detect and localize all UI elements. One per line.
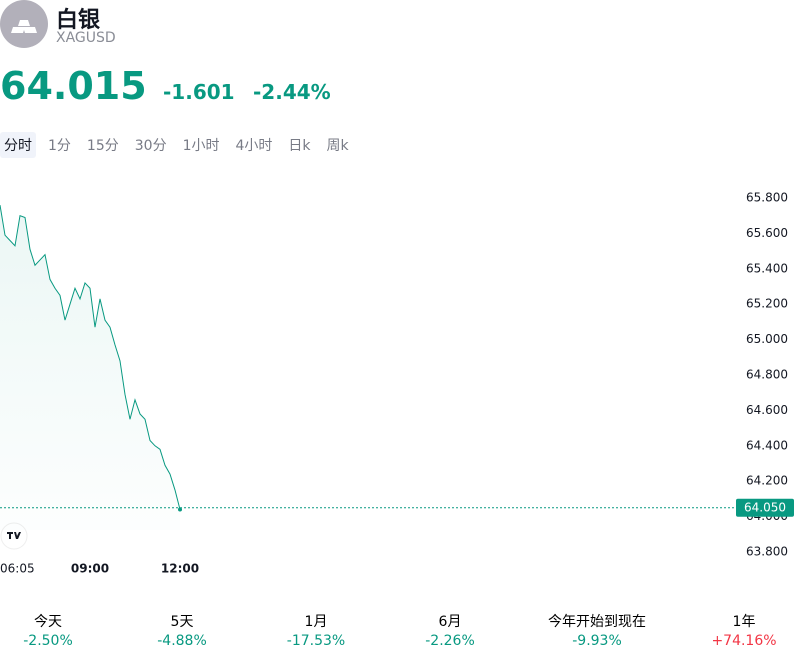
y-tick-label: 64.200 [746,474,788,488]
period-change: -2.26% [425,633,475,649]
timeframe-tabs: 分时 1分 15分 30分 1小时 4小时 日k 周k [0,132,361,158]
period-label: 1月 [304,614,328,630]
y-tick-label: 65.200 [746,297,788,311]
period-change: +74.16% [711,633,777,649]
period[interactable]: 今年开始到现在 -9.93% [527,611,667,649]
tab[interactable]: 30分 [134,138,167,154]
y-tick-label: 65.800 [746,191,788,205]
title: 白银 [56,8,101,33]
change-percent: -2.44% [253,80,331,104]
tab[interactable]: 日k [288,138,311,154]
last-point [178,507,182,512]
period-change: -2.50% [23,633,73,649]
tab[interactable]: 4小时 [235,138,273,154]
price-line [0,204,181,510]
y-tick-label: 63.800 [746,545,788,559]
period-label: 5天 [170,614,194,630]
y-tick-label: 65.600 [746,226,788,240]
last-price-box [736,498,794,517]
tab[interactable]: 周k [326,138,349,154]
period[interactable]: 1年 +74.16% [674,611,800,649]
line-area [0,205,180,530]
y-tick-label: 64.600 [746,403,788,417]
price: 64.015 [0,64,147,108]
chart: 63.80064.00064.20064.40064.60064.80065.0… [0,191,794,576]
symbol-icon [0,0,48,48]
last-price-label: 64.050 [744,500,786,514]
tab[interactable]: 15分 [86,138,119,154]
y-tick-label: 65.400 [746,261,788,275]
x-tick-label: 06:05 [0,562,35,576]
tab[interactable]: 分时 [0,132,36,158]
period-label: 今年开始到现在 [548,614,646,630]
period-change: -17.53% [286,633,346,649]
y-tick-label: 64.400 [746,438,788,452]
y-tick-label: 65.000 [746,332,788,346]
y-tick-label: 64.800 [746,368,788,382]
x-tick-label: 09:00 [71,562,109,576]
period-label: 6月 [438,614,462,630]
period[interactable]: 5天 -4.88% [112,611,252,649]
period[interactable]: 今天 -2.50% [0,611,118,649]
period-change: -4.88% [157,633,207,649]
tab[interactable]: 1分 [48,138,71,154]
period-change: -9.93% [572,633,622,649]
change: -1.601 [163,80,235,104]
x-tick-label: 12:00 [161,562,199,576]
period[interactable]: 1月 -17.53% [246,611,386,649]
period-label: 今天 [34,614,62,630]
period[interactable]: 6月 -2.26% [380,611,520,649]
symbol: XAGUSD [56,30,116,46]
tab[interactable]: 1小时 [182,138,220,154]
period-label: 1年 [732,614,756,630]
